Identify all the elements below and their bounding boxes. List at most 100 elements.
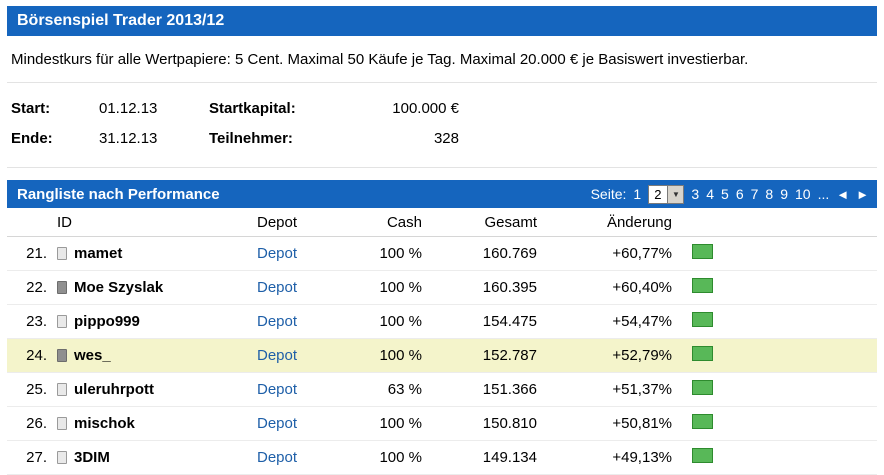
- gesamt-cell: 154.475: [482, 313, 537, 330]
- cash-cell: 100 %: [379, 347, 422, 364]
- cash-header: Cash: [386, 213, 422, 231]
- page-label: Seite:: [590, 186, 627, 202]
- next-page-icon[interactable]: ►: [856, 186, 869, 202]
- performance-bar: [692, 346, 713, 361]
- info-row: Ende: 31.12.13 Teilnehmer: 328: [11, 123, 873, 153]
- table-row: 21. mamet Depot 100 % 160.769 +60,77%: [7, 237, 877, 271]
- page-link-7[interactable]: 7: [750, 186, 759, 202]
- page-link-9[interactable]: 9: [780, 186, 788, 202]
- game-info-section: Start: 01.12.13 Startkapital: 100.000 € …: [7, 83, 877, 168]
- user-icon: [57, 315, 67, 328]
- depot-link[interactable]: Depot: [257, 381, 298, 398]
- cash-cell: 63 %: [387, 381, 422, 398]
- cash-cell: 100 %: [379, 313, 422, 330]
- app-title-bar: Börsenspiel Trader 2013/12: [7, 6, 877, 36]
- table-row: 27. 3DIM Depot 100 % 149.134 +49,13%: [7, 441, 877, 475]
- player-id: Moe Szyslak: [74, 279, 164, 296]
- user-icon: [57, 247, 67, 260]
- id-cell: wes_: [57, 347, 257, 364]
- chart-cell: [682, 380, 877, 399]
- page-link-6[interactable]: 6: [735, 186, 744, 202]
- gesamt-cell: 149.134: [482, 449, 537, 466]
- rank-cell: 25.: [26, 381, 47, 398]
- teilnehmer-label: Teilnehmer:: [209, 129, 293, 147]
- id-cell: 3DIM: [57, 449, 257, 466]
- performance-bar: [692, 312, 713, 327]
- depot-link[interactable]: Depot: [257, 449, 298, 466]
- player-id: 3DIM: [74, 449, 110, 466]
- rules-text: Mindestkurs für alle Wertpapiere: 5 Cent…: [7, 36, 877, 83]
- page-link-8[interactable]: 8: [765, 186, 774, 202]
- rank-cell: 22.: [26, 279, 47, 296]
- player-id: pippo999: [74, 313, 140, 330]
- page-link-1[interactable]: 1: [633, 186, 642, 202]
- performance-bar: [692, 448, 713, 463]
- page-link-3[interactable]: 3: [691, 186, 700, 202]
- page-link-10[interactable]: 10: [795, 186, 811, 202]
- rank-cell: 27.: [26, 449, 47, 466]
- performance-bar: [692, 278, 713, 293]
- page-select-dropdown[interactable]: 2 ▼: [648, 184, 685, 204]
- ranking-header-bar: Rangliste nach Performance Seite: 1 2 ▼ …: [7, 180, 877, 208]
- chart-cell: [682, 244, 877, 263]
- info-row: Start: 01.12.13 Startkapital: 100.000 €: [11, 93, 873, 123]
- table-row: 23. pippo999 Depot 100 % 154.475 +54,47%: [7, 305, 877, 339]
- start-label: Start:: [11, 99, 51, 117]
- chart-cell: [682, 414, 877, 433]
- page-link-4[interactable]: 4: [706, 186, 715, 202]
- change-cell: +54,47%: [612, 313, 672, 330]
- id-cell: mamet: [57, 245, 257, 262]
- performance-bar: [692, 414, 713, 429]
- user-icon: [57, 451, 67, 464]
- startkapital-label: Startkapital:: [209, 99, 296, 117]
- chart-cell: [682, 278, 877, 297]
- player-id: wes_: [74, 347, 111, 364]
- table-row: 22. Moe Szyslak Depot 100 % 160.395 +60,…: [7, 271, 877, 305]
- ende-label: Ende:: [11, 129, 53, 147]
- chart-cell: [682, 448, 877, 467]
- gesamt-cell: 151.366: [482, 381, 537, 398]
- table-row: 26. mischok Depot 100 % 150.810 +50,81%: [7, 407, 877, 441]
- depot-header: Depot: [257, 213, 298, 231]
- performance-bar: [692, 244, 713, 259]
- ranking-title: Rangliste nach Performance: [17, 185, 220, 203]
- depot-cell: Depot: [257, 347, 342, 364]
- cash-cell: 100 %: [379, 415, 422, 432]
- table-row: 25. uleruhrpott Depot 63 % 151.366 +51,3…: [7, 373, 877, 407]
- page-select-value: 2: [654, 186, 662, 202]
- id-cell: mischok: [57, 415, 257, 432]
- depot-link[interactable]: Depot: [257, 313, 298, 330]
- depot-link[interactable]: Depot: [257, 415, 298, 432]
- table-header-row: ID Depot Cash Gesamt Änderung: [7, 208, 877, 237]
- cash-cell: 100 %: [379, 245, 422, 262]
- ende-value: 31.12.13: [99, 129, 158, 147]
- id-cell: uleruhrpott: [57, 381, 257, 398]
- performance-bar: [692, 380, 713, 395]
- change-cell: +50,81%: [612, 415, 672, 432]
- depot-link[interactable]: Depot: [257, 347, 298, 364]
- player-id: mamet: [74, 245, 123, 262]
- chart-cell: [682, 346, 877, 365]
- chart-cell: [682, 312, 877, 331]
- id-header: ID: [57, 213, 72, 231]
- user-icon: [57, 281, 67, 294]
- teilnehmer-value: 328: [433, 129, 459, 147]
- cash-cell: 100 %: [379, 279, 422, 296]
- dropdown-arrow-icon: ▼: [667, 185, 684, 203]
- page-link-more[interactable]: ...: [817, 186, 830, 202]
- page-title: Börsenspiel Trader 2013/12: [17, 12, 225, 29]
- user-icon: [57, 349, 67, 362]
- change-cell: +49,13%: [612, 449, 672, 466]
- page-link-5[interactable]: 5: [721, 186, 729, 202]
- prev-page-icon[interactable]: ◄: [836, 186, 850, 202]
- id-cell: Moe Szyslak: [57, 279, 257, 296]
- depot-cell: Depot: [257, 415, 342, 432]
- gesamt-header: Gesamt: [484, 213, 537, 231]
- table-row-highlighted: 24. wes_ Depot 100 % 152.787 +52,79%: [7, 339, 877, 373]
- depot-link[interactable]: Depot: [257, 279, 298, 296]
- user-icon: [57, 383, 67, 396]
- depot-link[interactable]: Depot: [257, 245, 298, 262]
- cash-cell: 100 %: [379, 449, 422, 466]
- player-id: mischok: [74, 415, 135, 432]
- gesamt-cell: 150.810: [482, 415, 537, 432]
